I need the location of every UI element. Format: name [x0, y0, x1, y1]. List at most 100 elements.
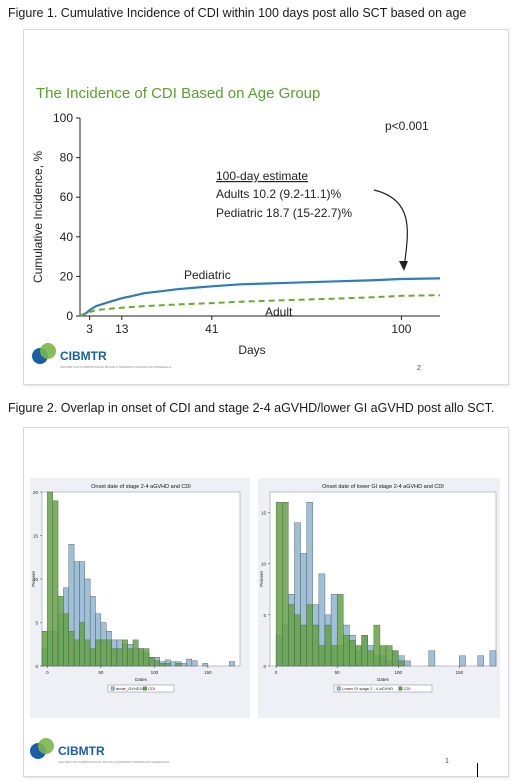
- bar-cdi: [47, 491, 53, 667]
- y-axis-label: Percent: [259, 570, 264, 586]
- logo-subtext: CENTER FOR INTERNATIONAL BLOOD & MARROW …: [60, 365, 171, 369]
- bar-cdi: [385, 645, 393, 667]
- legend-swatch: [143, 686, 147, 691]
- bar-cdi: [355, 645, 362, 667]
- y-tick-label: 100: [53, 111, 73, 125]
- y-tick-label: 20: [60, 269, 74, 283]
- cibmtr-logo: CIBMTR CENTER FOR INTERNATIONAL BLOOD & …: [32, 343, 171, 369]
- bar-cdi: [122, 639, 128, 667]
- bar-cdi: [324, 624, 332, 667]
- y-tick-label: 80: [60, 151, 74, 165]
- slide-title: The Incidence of CDI Based on Age Group: [36, 85, 320, 102]
- page-number: 2: [417, 365, 421, 372]
- bar-gvhd: [191, 660, 198, 667]
- page-number-2: 1: [445, 758, 449, 765]
- bar-cdi: [148, 657, 155, 667]
- legend-label: Lower GI stage 2 - 4 aGVHD: [342, 686, 393, 691]
- y-tick-label: 5: [35, 621, 38, 626]
- y-axis-label: Cumulative Incidence, %: [31, 151, 45, 283]
- estimate-pediatric: Pediatric 18.7 (15-22.7)%: [216, 206, 352, 220]
- bar-cdi: [330, 645, 338, 667]
- label-adult: Adult: [265, 305, 293, 319]
- label-pediatric: Pediatric: [184, 268, 231, 282]
- bar-gvhd: [489, 650, 497, 667]
- x-tick-label: 13: [115, 322, 129, 336]
- histogram-agvhd: Onset date of stage 2-4 aGVHD and CDI 0 5 1…: [30, 478, 250, 718]
- c1-lines: [79, 277, 441, 317]
- bar-cdi: [336, 594, 344, 667]
- histogram-panels: Onset date of stage 2-4 aGVHD and CDI 0 5 1…: [30, 478, 500, 765]
- legend-label: acute_GVHD24: [116, 686, 145, 691]
- bar-cdi: [127, 648, 134, 667]
- legend-swatch: [336, 686, 341, 691]
- logo-circle-green: [40, 343, 56, 359]
- bar-cdi: [100, 639, 107, 667]
- c1-axes: 0 20 40 60 80 100 3 13 41 100 Days Cumulative Incid…: [31, 111, 440, 357]
- histogram-lower-gi: Onset date of lower GI stage 2-4 aGVHD a…: [258, 478, 500, 718]
- x-tick-label: 50: [335, 670, 341, 675]
- bar-cdi: [154, 660, 160, 667]
- bar-cdi: [275, 502, 283, 667]
- bar-cdi: [367, 650, 375, 667]
- bar-cdi: [288, 604, 295, 667]
- bar-cdi: [41, 630, 48, 667]
- legend-label: CDI: [404, 686, 411, 691]
- x-tick-label: 50: [98, 670, 104, 675]
- x-axis-label: Dates: [377, 677, 390, 682]
- bar-cdi: [116, 648, 123, 667]
- x-tick-label: 41: [205, 322, 219, 336]
- arrow-head-icon: [399, 261, 408, 271]
- bar-cdi: [79, 622, 86, 667]
- y-tick-label: 0: [263, 664, 266, 669]
- bar-gvhd: [186, 658, 193, 667]
- bar-gvhd: [229, 661, 235, 667]
- bar-gvhd: [170, 661, 176, 667]
- bar-cdi: [111, 648, 118, 667]
- bar-cdi: [294, 614, 301, 667]
- bar-cdi: [159, 663, 166, 667]
- figure1-slide: The Incidence of CDI Based on Age Group …: [24, 30, 508, 384]
- logo-circle-green: [38, 738, 54, 754]
- bar-cdi: [57, 596, 64, 667]
- x-axis-label: Days: [238, 343, 265, 357]
- legend-label: CDI: [148, 686, 155, 691]
- y-tick-label: 0: [35, 664, 38, 669]
- y-tick-label: 60: [60, 190, 74, 204]
- bar-cdi: [282, 502, 289, 667]
- y-axis-label: Percent: [31, 570, 36, 586]
- bar-cdi: [89, 648, 96, 667]
- bar-cdi: [143, 648, 150, 667]
- y-tick-label: 20: [33, 490, 39, 495]
- legend-swatch: [398, 686, 403, 691]
- bar-cdi: [164, 663, 171, 667]
- histogram-title: Onset date of stage 2-4 aGVHD and CDI: [91, 484, 191, 490]
- bar-cdi: [373, 624, 381, 667]
- bar-gvhd: [202, 663, 209, 667]
- bar-cdi: [68, 630, 75, 667]
- bar-cdi: [379, 645, 387, 667]
- y-tick-label: 0: [66, 309, 73, 323]
- bar-cdi: [312, 624, 320, 667]
- x-axis-label: Dates: [135, 677, 148, 682]
- cibmtr-logo-2: CIBMTR CENTER FOR INTERNATIONAL BLOOD & …: [30, 738, 169, 764]
- x-tick-label: 100: [395, 670, 403, 675]
- edge-bar: [477, 763, 478, 777]
- logo-subtext: CENTER FOR INTERNATIONAL BLOOD & MARROW …: [58, 760, 169, 764]
- y-tick-label: 10: [261, 562, 267, 567]
- logo-text: CIBMTR: [60, 349, 107, 363]
- arrow-line: [373, 189, 408, 269]
- legend-swatch: [110, 686, 115, 691]
- bar-cdi: [52, 500, 59, 667]
- legend-box: [107, 684, 175, 693]
- figure2-slide: Onset date of stage 2-4 aGVHD and CDI 0 5 1…: [24, 428, 508, 776]
- bar-cdi: [349, 640, 356, 667]
- p-value: p<0.001: [385, 119, 429, 133]
- x-tick-label: 0: [46, 670, 49, 675]
- histogram-title: Onset date of lower GI stage 2-4 aGVHD a…: [322, 484, 444, 490]
- bar-gvhd: [428, 650, 436, 667]
- bar-cdi: [95, 639, 102, 667]
- estimate-adults: Adults 10.2 (9.2-11.1)%: [216, 187, 342, 201]
- bar-cdi: [63, 613, 69, 667]
- bar-gvhd: [477, 655, 484, 667]
- x-tick-label: 150: [456, 670, 464, 675]
